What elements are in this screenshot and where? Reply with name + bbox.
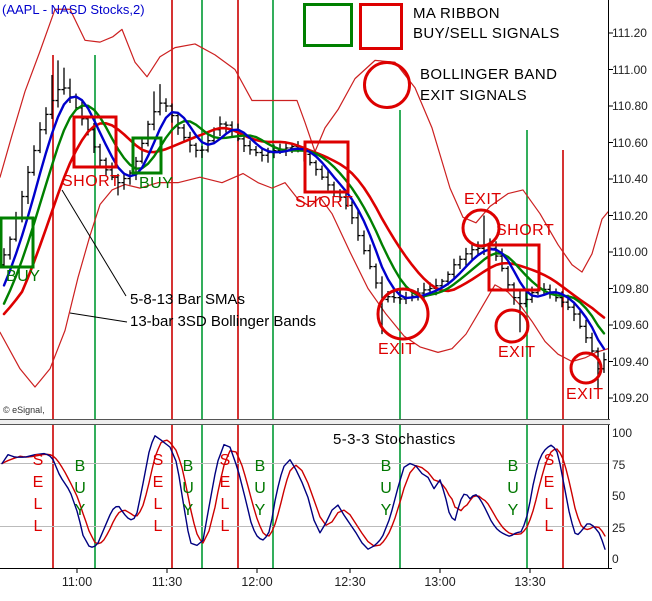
esignal-watermark: © eSignal, [3, 405, 45, 415]
stoch-buy-label: B U Y [254, 458, 266, 519]
annotation-pointer-line [61, 189, 127, 297]
legend-bollinger-line2: EXIT SIGNALS [420, 87, 528, 104]
stoch-axis-label: 75 [612, 457, 626, 472]
stoch-buy-label: B U Y [380, 458, 392, 519]
price-axis-label: 111.20 [612, 26, 647, 40]
exit-signal-circle [461, 208, 501, 248]
bollinger-annotation: 13-bar 3SD Bollinger Bands [130, 313, 316, 330]
exit-signal-label: EXIT [378, 341, 416, 358]
chart-title: (AAPL - NASD Stocks,2) [2, 2, 145, 17]
panel-divider[interactable] [0, 419, 610, 425]
time-axis-label: 13:30 [514, 575, 546, 589]
exit-signal-label: EXIT [464, 191, 502, 208]
stoch-sell-label: S E L L [543, 452, 555, 535]
exit-signal-circle [376, 287, 430, 341]
time-axis-label: 13:00 [424, 575, 456, 589]
stoch-axis-label: 50 [612, 489, 626, 503]
buy-signal-box [131, 136, 163, 175]
buy-signal-label: BUY [139, 175, 174, 192]
short-signal-label: SHORT [62, 173, 121, 190]
buy-signal-swatch-icon [303, 3, 353, 47]
sma-annotation: 5-8-13 Bar SMAs [130, 291, 246, 308]
time-axis-label: 11:00 [61, 575, 93, 589]
stoch-buy-label: B U Y [182, 458, 194, 519]
exit-signal-circle [569, 351, 603, 385]
legend-bollinger-line1: BOLLINGER BAND [420, 66, 558, 83]
stochastic-d-line [1, 439, 606, 547]
stochastic-k-line [1, 435, 606, 550]
time-axis-label: 12:00 [241, 575, 273, 589]
bollinger-lower-band [0, 172, 609, 388]
stoch-sell-label: S E L L [152, 452, 164, 535]
sell-signal-swatch-icon [359, 3, 403, 50]
short-signal-label: SHORT [295, 194, 354, 211]
short-signal-box [303, 140, 350, 194]
stoch-buy-label: B U Y [74, 458, 86, 519]
price-axis-label: 110.80 [612, 99, 648, 113]
price-axis-label: 110.40 [612, 172, 648, 186]
price-axis-label: 109.40 [612, 354, 649, 369]
price-axis-label: 109.80 [612, 281, 649, 296]
legend-ma-ribbon-line2: BUY/SELL SIGNALS [413, 25, 560, 42]
price-axis-label: 110.20 [612, 208, 648, 223]
stoch-sell-label: S E L L [32, 452, 44, 535]
bollinger-upper-band [0, 8, 609, 273]
short-signal-box [72, 115, 118, 169]
stochastic-panel-title: 5-3-3 Stochastics [333, 431, 456, 448]
exit-signal-label: EXIT [566, 386, 604, 403]
bollinger-exit-swatch-icon [363, 61, 411, 109]
price-axis-label: 111.00 [612, 62, 647, 77]
buy-signal-box [0, 216, 35, 269]
exit-signal-label: EXIT [498, 344, 536, 361]
price-axis-label: 109.60 [612, 318, 649, 332]
price-axis-label: 110.00 [612, 245, 648, 259]
exit-signal-circle [494, 308, 530, 344]
stoch-axis-label: 100 [612, 426, 633, 440]
legend-ma-ribbon-line1: MA RIBBON [413, 5, 500, 22]
short-signal-box [487, 243, 541, 292]
short-signal-label: SHORT [496, 222, 555, 239]
annotation-pointer-line [69, 312, 128, 323]
price-axis-label: 110.60 [612, 135, 648, 150]
stoch-axis-label: 25 [612, 520, 626, 535]
buy-signal-label: BUY [6, 268, 41, 285]
stoch-sell-label: S E L L [219, 452, 231, 535]
stoch-axis-label: 0 [612, 552, 619, 566]
stoch-buy-label: B U Y [507, 458, 519, 519]
time-axis-label: 12:30 [334, 575, 366, 589]
price-axis-label: 109.20 [612, 391, 649, 405]
time-axis-label: 11:30 [151, 575, 183, 589]
